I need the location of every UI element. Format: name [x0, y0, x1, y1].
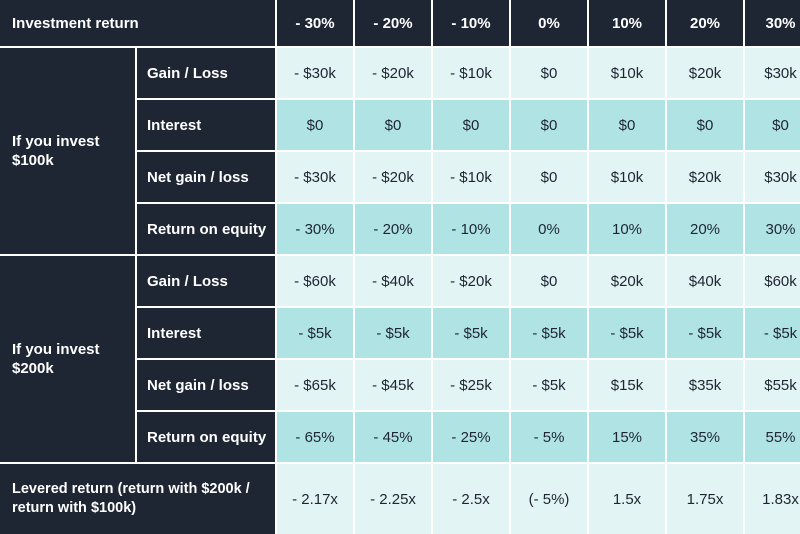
table-cell: - $20k	[433, 256, 509, 306]
levered-return-cell: - 2.25x	[355, 464, 431, 534]
table-cell: - 10%	[433, 204, 509, 254]
table-cell: $0	[511, 152, 587, 202]
row-label: Gain / Loss	[137, 256, 275, 306]
scenario-header: - 20%	[355, 0, 431, 46]
table-cell: 0%	[511, 204, 587, 254]
table-cell: $0	[589, 100, 665, 150]
table-cell: - $5k	[589, 308, 665, 358]
table-cell: $10k	[589, 48, 665, 98]
scenario-header: 30%	[745, 0, 800, 46]
table-cell: - $60k	[277, 256, 353, 306]
table-cell: 15%	[589, 412, 665, 462]
table-cell: - $5k	[511, 308, 587, 358]
table-cell: - $25k	[433, 360, 509, 410]
row-label: Interest	[137, 308, 275, 358]
levered-return-cell: 1.5x	[589, 464, 665, 534]
table-cell: 55%	[745, 412, 800, 462]
table-cell: $20k	[667, 48, 743, 98]
row-label: Net gain / loss	[137, 152, 275, 202]
levered-return-cell: 1.83x	[745, 464, 800, 534]
scenario-header: 20%	[667, 0, 743, 46]
table-cell: $10k	[589, 152, 665, 202]
table-cell: $35k	[667, 360, 743, 410]
table-cell: $40k	[667, 256, 743, 306]
table-cell: $15k	[589, 360, 665, 410]
table-cell: $0	[433, 100, 509, 150]
table-cell: - $20k	[355, 152, 431, 202]
table-cell: $0	[511, 256, 587, 306]
table-cell: - 20%	[355, 204, 431, 254]
table-cell: - 30%	[277, 204, 353, 254]
table-cell: $0	[355, 100, 431, 150]
table-cell: $30k	[745, 152, 800, 202]
table-cell: - $5k	[511, 360, 587, 410]
row-label: Return on equity	[137, 204, 275, 254]
scenario-header: - 30%	[277, 0, 353, 46]
table-cell: - $45k	[355, 360, 431, 410]
row-label: Interest	[137, 100, 275, 150]
table-cell: $30k	[745, 48, 800, 98]
group-label-200k: If you invest $200k	[0, 256, 135, 462]
table-cell: $0	[667, 100, 743, 150]
table-cell: - $30k	[277, 152, 353, 202]
table-cell: 20%	[667, 204, 743, 254]
table-cell: $0	[745, 100, 800, 150]
table-cell: $0	[511, 48, 587, 98]
table-cell: - $30k	[277, 48, 353, 98]
table-cell: - $40k	[355, 256, 431, 306]
levered-return-label: Levered return (return with $200k / retu…	[0, 464, 275, 534]
table-cell: $20k	[589, 256, 665, 306]
levered-return-cell: - 2.17x	[277, 464, 353, 534]
table-cell: $0	[511, 100, 587, 150]
levered-return-cell: 1.75x	[667, 464, 743, 534]
table-cell: 10%	[589, 204, 665, 254]
row-label: Return on equity	[137, 412, 275, 462]
scenario-header: 10%	[589, 0, 665, 46]
levered-return-cell: - 2.5x	[433, 464, 509, 534]
table-cell: $55k	[745, 360, 800, 410]
table-title: Investment return	[0, 0, 275, 46]
table-cell: $0	[277, 100, 353, 150]
table-cell: - $5k	[433, 308, 509, 358]
table-cell: - $5k	[745, 308, 800, 358]
table-cell: - 45%	[355, 412, 431, 462]
table-cell: 35%	[667, 412, 743, 462]
scenario-header: - 10%	[433, 0, 509, 46]
table-cell: - $10k	[433, 152, 509, 202]
table-cell: - $5k	[667, 308, 743, 358]
table-cell: $60k	[745, 256, 800, 306]
table-cell: 30%	[745, 204, 800, 254]
group-label-100k: If you invest $100k	[0, 48, 135, 254]
table-cell: - $20k	[355, 48, 431, 98]
row-label: Net gain / loss	[137, 360, 275, 410]
levered-return-cell: (- 5%)	[511, 464, 587, 534]
table-cell: - $65k	[277, 360, 353, 410]
table-cell: $20k	[667, 152, 743, 202]
table-cell: - 25%	[433, 412, 509, 462]
table-cell: - $10k	[433, 48, 509, 98]
table-cell: - $5k	[277, 308, 353, 358]
table-cell: - 5%	[511, 412, 587, 462]
scenario-header: 0%	[511, 0, 587, 46]
table-cell: - 65%	[277, 412, 353, 462]
row-label: Gain / Loss	[137, 48, 275, 98]
table-cell: - $5k	[355, 308, 431, 358]
